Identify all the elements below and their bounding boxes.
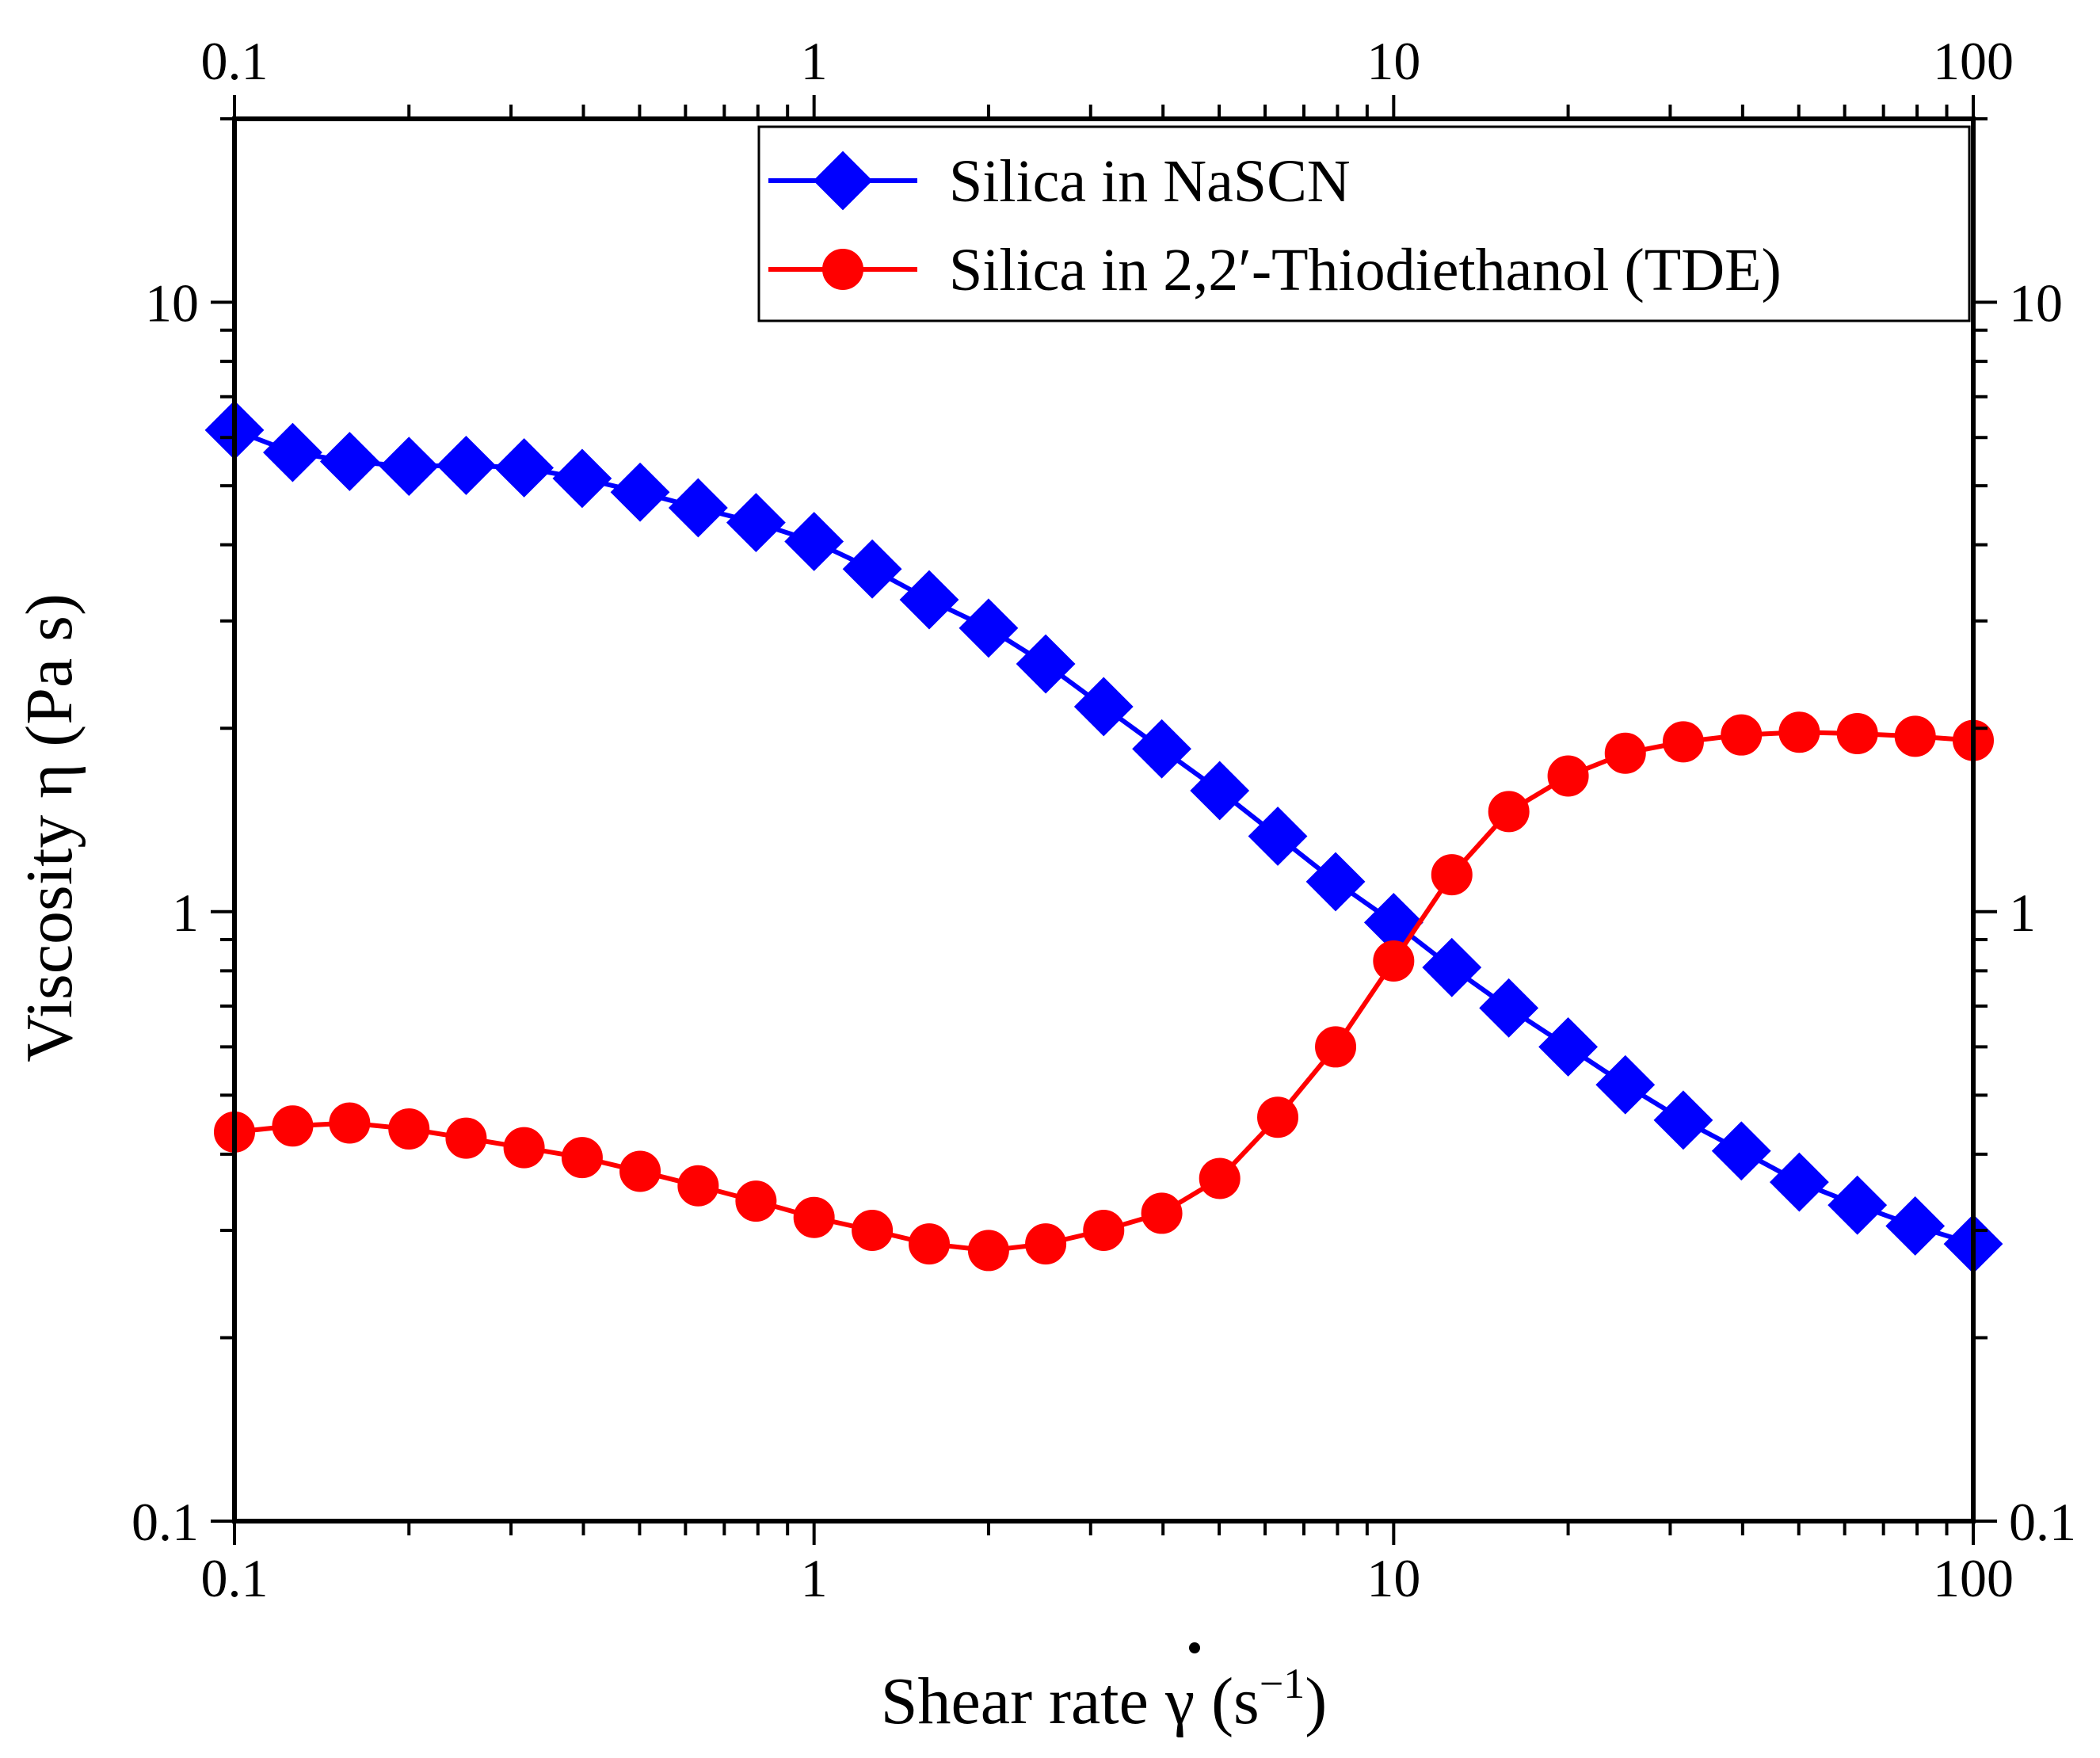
data-point bbox=[959, 598, 1019, 658]
x-tick-label: 1 bbox=[801, 1548, 828, 1608]
data-point bbox=[1538, 1017, 1599, 1077]
data-point bbox=[610, 462, 670, 522]
legend-marker bbox=[822, 249, 863, 290]
legend-marker bbox=[813, 151, 873, 211]
data-point bbox=[1894, 715, 1936, 757]
x-top-tick-label: 0.1 bbox=[201, 31, 269, 91]
data-point bbox=[1662, 721, 1704, 763]
data-point bbox=[677, 1165, 719, 1207]
data-point bbox=[1016, 634, 1076, 694]
data-point bbox=[445, 1117, 487, 1159]
data-point bbox=[1248, 807, 1308, 866]
data-point bbox=[735, 1180, 777, 1222]
data-point bbox=[319, 432, 379, 491]
gamma-dot bbox=[1189, 1642, 1200, 1653]
data-point bbox=[967, 1230, 1009, 1272]
series-2 bbox=[214, 711, 1994, 1272]
data-point bbox=[1653, 1090, 1713, 1150]
data-point bbox=[552, 448, 612, 509]
legend-entry-2: Silica in 2,2′-Thiodiethanol (TDE) bbox=[768, 237, 1782, 303]
data-point bbox=[1488, 791, 1530, 833]
data-point bbox=[272, 1105, 314, 1147]
x-axis-title: Shear rate γ (s−1) bbox=[881, 1660, 1327, 1738]
data-point bbox=[1190, 761, 1250, 821]
data-point bbox=[436, 435, 496, 495]
data-point bbox=[842, 539, 902, 599]
legend: Silica in NaSCN Silica in 2,2′-Thiodietha… bbox=[757, 125, 1971, 322]
data-point bbox=[1073, 677, 1134, 737]
data-point bbox=[909, 1223, 951, 1265]
data-point bbox=[1431, 854, 1473, 896]
y-right-tick-label: 10 bbox=[2009, 273, 2063, 334]
legend-entry-1: Silica in NaSCN bbox=[768, 148, 1351, 215]
series-1 bbox=[204, 400, 2003, 1274]
data-point bbox=[793, 1196, 835, 1238]
data-point bbox=[494, 438, 555, 498]
y-tick-label: 10 bbox=[145, 273, 199, 334]
x-top-tick-label: 10 bbox=[1366, 31, 1420, 91]
x-top-tick-label: 1 bbox=[801, 31, 828, 91]
data-point bbox=[852, 1209, 894, 1251]
x-tick-label: 10 bbox=[1366, 1548, 1420, 1608]
data-point bbox=[1373, 940, 1415, 982]
data-point bbox=[726, 493, 786, 553]
series-line bbox=[234, 730, 1974, 1253]
data-point bbox=[329, 1102, 371, 1144]
data-point bbox=[1305, 852, 1366, 912]
data-point bbox=[1422, 937, 1482, 997]
data-point bbox=[1769, 1152, 1829, 1212]
series-layer bbox=[204, 400, 2003, 1274]
y-tick-label: 0.1 bbox=[131, 1492, 199, 1552]
plot-frame bbox=[232, 116, 1976, 1523]
data-point bbox=[1141, 1192, 1183, 1234]
data-point bbox=[1315, 1026, 1357, 1068]
y-right-tick-label: 0.1 bbox=[2009, 1492, 2076, 1552]
data-point bbox=[899, 570, 959, 630]
y-right-tick-label: 1 bbox=[2009, 883, 2036, 943]
series-line bbox=[233, 428, 1974, 1246]
data-point bbox=[1836, 712, 1878, 754]
data-point bbox=[1595, 1054, 1656, 1115]
data-point bbox=[1132, 719, 1191, 779]
data-point bbox=[263, 422, 322, 482]
y-axis-title: Viscosity η (Pa s) bbox=[13, 593, 86, 1062]
data-point bbox=[1025, 1223, 1067, 1265]
x-tick-label: 0.1 bbox=[201, 1548, 269, 1608]
x-top-tick-label: 100 bbox=[1933, 31, 2014, 91]
legend-label: Silica in NaSCN bbox=[949, 148, 1351, 215]
data-point bbox=[1711, 1121, 1771, 1181]
data-point bbox=[1257, 1096, 1299, 1138]
data-point bbox=[619, 1150, 661, 1192]
data-point bbox=[1604, 732, 1646, 774]
data-point bbox=[668, 478, 728, 538]
data-point bbox=[503, 1127, 545, 1169]
data-point bbox=[1885, 1196, 1946, 1256]
data-point bbox=[1827, 1175, 1888, 1235]
data-point bbox=[1479, 978, 1539, 1038]
data-point bbox=[379, 437, 439, 497]
data-point bbox=[784, 512, 844, 571]
x-tick-label: 100 bbox=[1933, 1548, 2014, 1608]
data-point bbox=[1721, 714, 1763, 756]
data-point bbox=[388, 1108, 430, 1150]
data-point bbox=[1199, 1157, 1241, 1199]
y-tick-label: 1 bbox=[172, 883, 199, 943]
data-point bbox=[1083, 1209, 1125, 1251]
data-point bbox=[1778, 711, 1820, 753]
legend-box bbox=[757, 125, 1971, 322]
legend-label: Silica in 2,2′-Thiodiethanol (TDE) bbox=[949, 237, 1782, 303]
data-point bbox=[1547, 755, 1589, 797]
data-point bbox=[561, 1137, 603, 1179]
